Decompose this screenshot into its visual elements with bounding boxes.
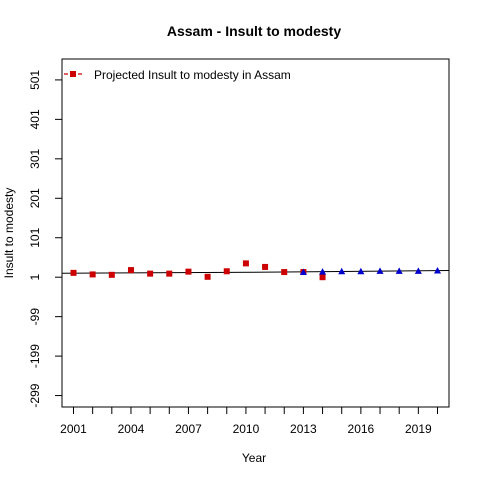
- plot-frame: [61, 58, 450, 408]
- x-tick-label: 2016: [348, 422, 375, 436]
- data-point-square: [242, 260, 249, 267]
- y-tick-label: -299: [28, 383, 42, 407]
- x-tick-label: 2007: [175, 422, 202, 436]
- y-tick-label: 401: [28, 109, 42, 129]
- x-tick-label: 2001: [60, 422, 87, 436]
- data-point-square: [147, 270, 154, 277]
- legend-label: Projected Insult to modesty in Assam: [94, 68, 291, 82]
- data-point-square: [262, 263, 269, 270]
- data-point-square: [70, 269, 77, 276]
- trend-line: [61, 269, 450, 274]
- y-tick-label: 101: [28, 227, 42, 247]
- data-point-triangle: [338, 267, 346, 275]
- x-tick-label: 2013: [290, 422, 317, 436]
- data-point-triangle: [299, 268, 307, 276]
- data-point-square: [185, 268, 192, 275]
- data-point-triangle: [434, 266, 442, 274]
- data-point-triangle: [319, 268, 327, 275]
- y-tick-label: 501: [28, 70, 42, 90]
- data-point-square: [127, 267, 134, 274]
- data-point-triangle: [395, 267, 403, 274]
- y-tick-label: 201: [28, 188, 42, 208]
- y-tick-label: 301: [28, 148, 42, 168]
- data-point-square: [204, 273, 211, 280]
- data-point-triangle: [376, 267, 384, 274]
- chart-title: Assam - Insult to modesty: [167, 23, 341, 39]
- y-tick-label: -199: [28, 344, 42, 368]
- trend-line-segment: [61, 271, 285, 274]
- data-point-square: [281, 269, 288, 276]
- x-tick-label: 2019: [405, 422, 432, 436]
- y-tick-label: -99: [28, 308, 42, 326]
- data-points: [70, 260, 442, 281]
- legend: Projected Insult to modesty in Assam: [64, 68, 291, 82]
- data-point-triangle: [414, 267, 422, 274]
- data-point-triangle: [357, 267, 365, 275]
- x-tick-label: 2004: [118, 422, 145, 436]
- trend-line-segment: [284, 269, 450, 273]
- data-point-square: [89, 271, 96, 278]
- data-point-square: [223, 268, 230, 275]
- x-axis-label: Year: [242, 451, 266, 465]
- data-point-square: [166, 270, 173, 277]
- y-axis-label: Insult to modesty: [2, 188, 16, 279]
- x-axis: 2001 2004 2007 2010 2013 2016 2019: [60, 407, 439, 436]
- data-point-square: [108, 271, 115, 278]
- y-tick-label: 1: [28, 274, 42, 281]
- legend-marker: [70, 71, 76, 77]
- data-point-square: [319, 274, 326, 281]
- x-tick-label: 2010: [233, 422, 260, 436]
- y-axis: -299 -199 -99 1 101 201 301 401 501: [28, 70, 62, 408]
